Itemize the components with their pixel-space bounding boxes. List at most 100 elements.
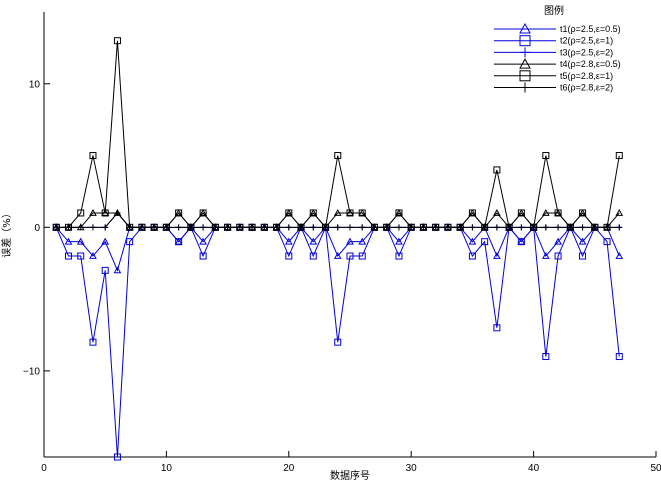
data-point xyxy=(261,224,268,231)
data-point xyxy=(469,224,476,231)
data-point xyxy=(199,237,207,245)
series-line xyxy=(56,40,620,229)
data-point xyxy=(76,237,85,245)
data-point xyxy=(114,209,121,216)
data-point xyxy=(541,208,550,216)
data-point xyxy=(542,353,550,361)
data-point xyxy=(468,209,476,217)
data-point xyxy=(432,224,439,231)
data-point xyxy=(212,224,219,231)
data-point xyxy=(481,238,489,246)
legend-marker xyxy=(519,70,531,82)
axes xyxy=(43,12,656,458)
x-tick-label: 40 xyxy=(528,463,540,474)
data-point xyxy=(200,224,207,231)
data-point xyxy=(481,224,488,231)
legend-marker xyxy=(520,47,530,58)
data-point xyxy=(517,238,525,246)
data-point xyxy=(493,208,501,216)
x-tick-label: 30 xyxy=(406,463,418,474)
data-point xyxy=(249,224,256,231)
data-point xyxy=(309,252,317,260)
data-point xyxy=(65,224,72,231)
data-point xyxy=(199,209,207,217)
data-point xyxy=(285,209,293,217)
legend: 图例 t1(ρ=2.5,ε=0.5) t2(ρ=2.5,ε=1)t3(ρ=2.5,… xyxy=(494,4,621,93)
data-point xyxy=(334,338,342,346)
data-point xyxy=(151,224,158,231)
data-point xyxy=(444,224,451,231)
data-point xyxy=(236,224,243,231)
data-point xyxy=(346,237,354,245)
legend-marker xyxy=(519,58,531,69)
data-point xyxy=(346,252,354,260)
data-point xyxy=(408,224,415,231)
data-point xyxy=(199,252,207,260)
data-point xyxy=(333,252,342,259)
data-point xyxy=(89,208,97,216)
data-point xyxy=(395,209,403,217)
data-point xyxy=(616,224,623,231)
y-ticks: −10 0 10 xyxy=(23,79,50,377)
data-point xyxy=(333,208,342,216)
legend-label: t2(ρ=2.5,ε=1) xyxy=(560,36,613,46)
data-point xyxy=(554,252,562,260)
data-point xyxy=(163,224,170,231)
data-point xyxy=(175,224,182,231)
y-tick-label: −10 xyxy=(23,366,40,377)
data-point xyxy=(101,209,109,217)
legend-item: t6(ρ=2.8,ε=2) xyxy=(494,82,613,93)
y-tick-label: 10 xyxy=(29,79,41,90)
legend-item: t4(ρ=2.8,ε=0.5) xyxy=(494,58,621,69)
data-point xyxy=(358,237,367,245)
data-point xyxy=(591,224,598,231)
data-point xyxy=(493,252,501,259)
data-point xyxy=(77,209,85,217)
legend-item: t5(ρ=2.8,ε=1) xyxy=(494,70,613,82)
data-point xyxy=(334,152,342,160)
legend-marker xyxy=(519,35,531,47)
data-point xyxy=(541,252,550,259)
data-point xyxy=(309,209,317,217)
data-point xyxy=(113,453,121,461)
legend-label: t3(ρ=2.5,ε=2) xyxy=(560,47,613,57)
data-point xyxy=(579,252,587,260)
data-point xyxy=(298,224,305,231)
data-point xyxy=(578,208,587,216)
data-point xyxy=(77,224,84,231)
data-point xyxy=(102,224,109,231)
data-point xyxy=(310,224,317,231)
data-point xyxy=(615,353,623,361)
series-6 xyxy=(53,209,623,231)
series-group xyxy=(52,37,624,461)
data-point xyxy=(199,208,207,216)
legend-label: t6(ρ=2.8,ε=2) xyxy=(560,83,613,93)
series-line xyxy=(55,225,620,458)
data-point xyxy=(89,152,97,160)
data-point xyxy=(554,237,562,245)
data-point xyxy=(359,224,366,231)
data-point xyxy=(517,237,526,245)
data-point xyxy=(309,208,318,216)
data-point xyxy=(358,209,366,217)
data-point xyxy=(113,37,121,45)
data-point xyxy=(395,252,403,260)
data-point xyxy=(101,237,110,245)
data-point xyxy=(138,224,145,231)
series-line xyxy=(55,226,620,272)
data-point xyxy=(126,238,134,246)
data-point xyxy=(530,224,537,231)
data-point xyxy=(322,224,329,231)
legend-item: t3(ρ=2.5,ε=2) xyxy=(494,47,613,57)
data-point xyxy=(175,209,183,217)
legend-title: 图例 xyxy=(544,4,564,17)
data-point xyxy=(285,224,292,231)
data-point xyxy=(358,252,366,260)
data-point xyxy=(187,224,194,231)
data-point xyxy=(554,209,562,217)
data-point xyxy=(567,224,574,231)
data-point xyxy=(578,237,587,245)
data-point xyxy=(395,208,403,216)
data-point xyxy=(284,208,293,216)
data-point xyxy=(77,252,85,260)
